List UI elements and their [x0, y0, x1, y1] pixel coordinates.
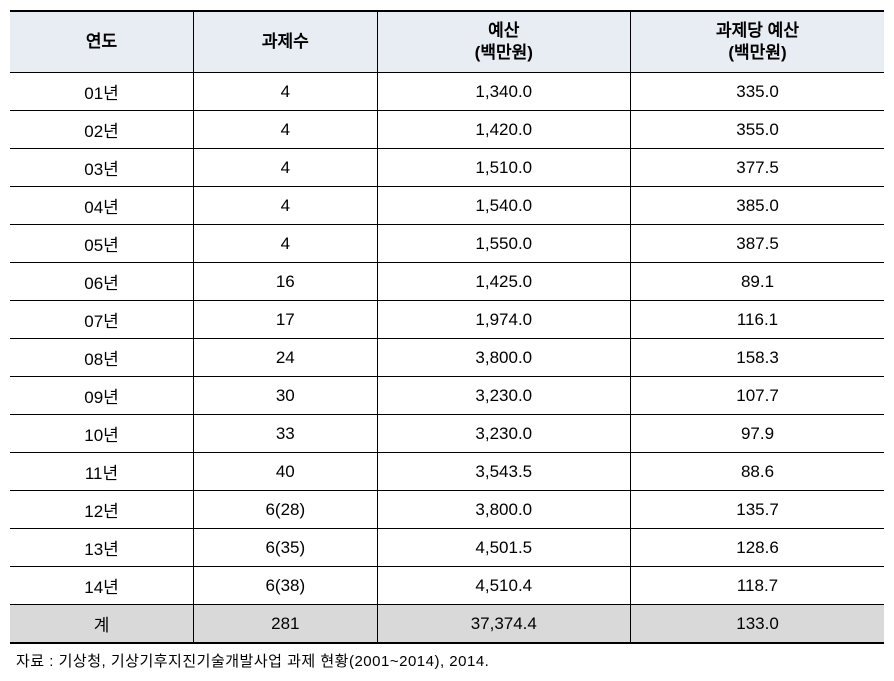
header-label: 과제수 [262, 32, 309, 51]
table-cell: 13년 [10, 529, 194, 567]
header-label: 연도 [86, 32, 117, 51]
table-cell: 88.6 [631, 453, 884, 491]
table-cell: 116.1 [631, 301, 884, 339]
table-cell: 1,425.0 [377, 263, 630, 301]
table-row: 07년171,974.0116.1 [10, 301, 884, 339]
table-cell: 03년 [10, 149, 194, 187]
table-cell: 07년 [10, 301, 194, 339]
table-cell: 355.0 [631, 111, 884, 149]
table-cell: 09년 [10, 377, 194, 415]
table-total-cell: 281 [194, 605, 378, 644]
table-cell: 97.9 [631, 415, 884, 453]
table-row: 08년243,800.0158.3 [10, 339, 884, 377]
table-cell: 04년 [10, 187, 194, 225]
table-cell: 14년 [10, 567, 194, 605]
table-total-row: 계28137,374.4133.0 [10, 605, 884, 644]
table-cell: 06년 [10, 263, 194, 301]
table-cell: 3,230.0 [377, 415, 630, 453]
col-header-budget: 예산 (백만원) [377, 11, 630, 73]
table-row: 11년403,543.588.6 [10, 453, 884, 491]
table-total-cell: 133.0 [631, 605, 884, 644]
table-cell: 30 [194, 377, 378, 415]
table-cell: 1,340.0 [377, 73, 630, 111]
table-cell: 4 [194, 111, 378, 149]
header-label-line1: 예산 [488, 21, 519, 40]
header-label-line2: (백만원) [475, 43, 533, 62]
table-cell: 12년 [10, 491, 194, 529]
table-row: 02년41,420.0355.0 [10, 111, 884, 149]
table-cell: 6(38) [194, 567, 378, 605]
table-cell: 158.3 [631, 339, 884, 377]
table-cell: 4 [194, 187, 378, 225]
table-cell: 02년 [10, 111, 194, 149]
table-cell: 05년 [10, 225, 194, 263]
table-footnote: 자료 : 기상청, 기상기후지진기술개발사업 과제 현황(2001~2014),… [10, 650, 884, 671]
table-row: 01년41,340.0335.0 [10, 73, 884, 111]
table-cell: 4 [194, 73, 378, 111]
budget-table: 연도 과제수 예산 (백만원) 과제당 예산 (백만원) 01년41,340.0… [10, 10, 884, 644]
table-row: 03년41,510.0377.5 [10, 149, 884, 187]
table-cell: 377.5 [631, 149, 884, 187]
table-cell: 1,510.0 [377, 149, 630, 187]
table-cell: 3,800.0 [377, 491, 630, 529]
table-cell: 1,974.0 [377, 301, 630, 339]
table-row: 14년6(38)4,510.4118.7 [10, 567, 884, 605]
table-header-row: 연도 과제수 예산 (백만원) 과제당 예산 (백만원) [10, 11, 884, 73]
table-total-cell: 계 [10, 605, 194, 644]
table-cell: 08년 [10, 339, 194, 377]
table-cell: 128.6 [631, 529, 884, 567]
table-cell: 16 [194, 263, 378, 301]
col-header-count: 과제수 [194, 11, 378, 73]
header-label-line2: (백만원) [728, 43, 786, 62]
table-cell: 4,510.4 [377, 567, 630, 605]
table-row: 13년6(35)4,501.5128.6 [10, 529, 884, 567]
table-total-cell: 37,374.4 [377, 605, 630, 644]
table-cell: 1,540.0 [377, 187, 630, 225]
col-header-perproj: 과제당 예산 (백만원) [631, 11, 884, 73]
table-row: 06년161,425.089.1 [10, 263, 884, 301]
table-cell: 6(28) [194, 491, 378, 529]
table-cell: 3,800.0 [377, 339, 630, 377]
table-cell: 10년 [10, 415, 194, 453]
table-cell: 11년 [10, 453, 194, 491]
table-row: 05년41,550.0387.5 [10, 225, 884, 263]
table-row: 10년333,230.097.9 [10, 415, 884, 453]
table-cell: 24 [194, 339, 378, 377]
table-cell: 1,420.0 [377, 111, 630, 149]
table-cell: 01년 [10, 73, 194, 111]
table-cell: 385.0 [631, 187, 884, 225]
table-cell: 40 [194, 453, 378, 491]
table-cell: 107.7 [631, 377, 884, 415]
table-cell: 33 [194, 415, 378, 453]
table-row: 12년6(28)3,800.0135.7 [10, 491, 884, 529]
table-cell: 4,501.5 [377, 529, 630, 567]
table-cell: 387.5 [631, 225, 884, 263]
col-header-year: 연도 [10, 11, 194, 73]
header-label-line1: 과제당 예산 [716, 21, 799, 40]
table-cell: 89.1 [631, 263, 884, 301]
table-body: 01년41,340.0335.002년41,420.0355.003년41,51… [10, 73, 884, 644]
table-cell: 135.7 [631, 491, 884, 529]
table-cell: 17 [194, 301, 378, 339]
table-cell: 1,550.0 [377, 225, 630, 263]
table-cell: 6(35) [194, 529, 378, 567]
table-cell: 118.7 [631, 567, 884, 605]
table-cell: 4 [194, 225, 378, 263]
table-cell: 3,230.0 [377, 377, 630, 415]
table-cell: 3,543.5 [377, 453, 630, 491]
table-row: 04년41,540.0385.0 [10, 187, 884, 225]
table-row: 09년303,230.0107.7 [10, 377, 884, 415]
table-cell: 4 [194, 149, 378, 187]
table-cell: 335.0 [631, 73, 884, 111]
